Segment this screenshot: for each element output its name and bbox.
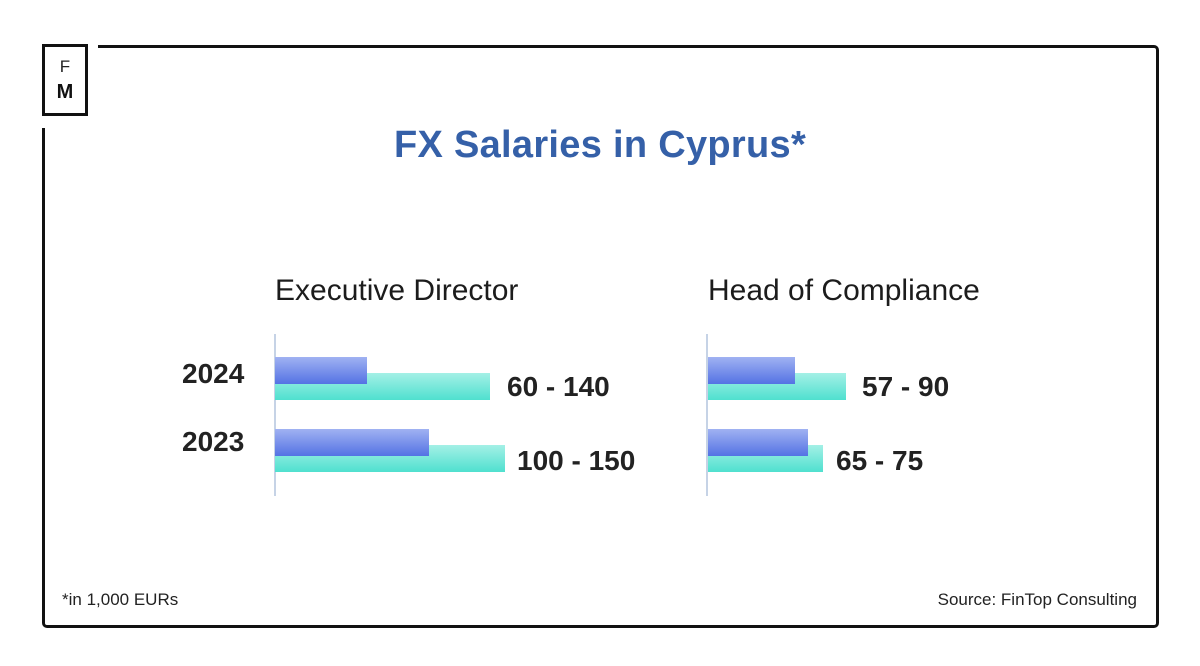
logo-letter-m: M bbox=[56, 81, 74, 103]
footnote-units: *in 1,000 EURs bbox=[62, 590, 179, 609]
chart-title: FX Salaries in Cyprus* bbox=[393, 124, 807, 166]
axis-head-of-compliance bbox=[706, 334, 708, 496]
source-credit: Source: FinTop Consulting bbox=[937, 590, 1137, 609]
fm-logo: F M bbox=[42, 44, 88, 116]
group-title-executive-director: Executive Director bbox=[275, 274, 519, 307]
bar-min-ed-2023 bbox=[275, 429, 429, 456]
bar-min-hoc-2023 bbox=[708, 429, 808, 456]
bar-min-hoc-2024 bbox=[708, 357, 795, 384]
range-label-ed-2023: 100 - 150 bbox=[517, 445, 636, 476]
year-label-2024: 2024 bbox=[182, 358, 245, 389]
range-label-hoc-2024: 57 - 90 bbox=[862, 371, 950, 402]
range-label-ed-2024: 60 - 140 bbox=[507, 371, 610, 402]
year-label-2023: 2023 bbox=[182, 426, 245, 457]
group-title-head-of-compliance: Head of Compliance bbox=[708, 274, 980, 307]
bar-min-ed-2024 bbox=[275, 357, 367, 384]
axis-executive-director bbox=[274, 334, 276, 496]
chart-frame bbox=[42, 45, 1159, 628]
range-label-hoc-2023: 65 - 75 bbox=[836, 445, 924, 476]
logo-letter-f: F bbox=[59, 57, 71, 76]
